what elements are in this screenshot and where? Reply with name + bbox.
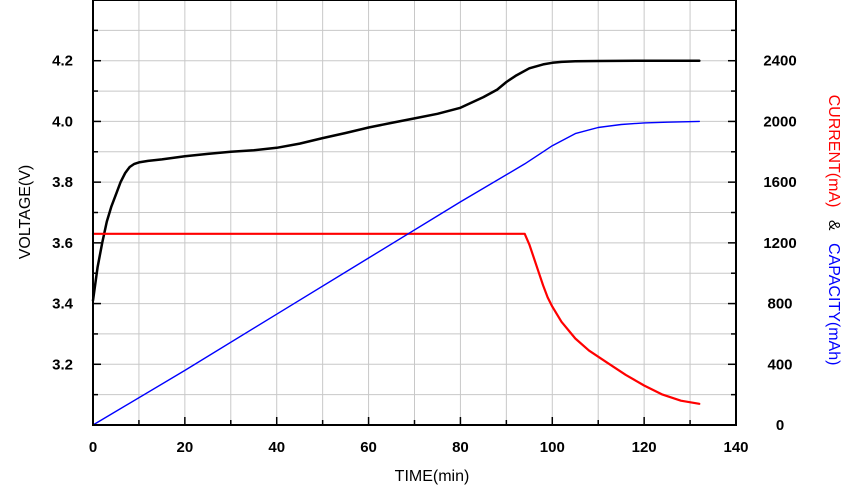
y-right-tick-label: 400 — [767, 356, 792, 373]
tick-marks — [93, 29, 736, 425]
y-right-title-capacity: CAPACITY(mAh) — [825, 243, 842, 365]
y-right-axis-title: CURRENT(mA) & CAPACITY(mAh) — [825, 95, 842, 366]
y-right-tick-label: 1200 — [763, 235, 796, 252]
svg-text:CURRENT(mA) & CAPA: CURRENT(mA) & CAPACITY(mAh) — [825, 95, 842, 366]
y-left-tick-label: 4.0 — [52, 113, 73, 130]
voltage-line — [91, 59, 701, 302]
grid-lines — [93, 0, 736, 425]
y-left-tick-label: 3.8 — [52, 174, 73, 191]
y-left-tick-label: 3.4 — [52, 296, 74, 313]
y-right-tick-label: 800 — [767, 296, 792, 313]
y-left-tick-label: 3.6 — [52, 235, 73, 252]
x-tick-label: 100 — [540, 439, 565, 456]
y-right-title-separator: & — [825, 220, 842, 231]
y-right-title-current: CURRENT(mA) — [825, 95, 842, 208]
x-tick-label: 80 — [452, 439, 469, 456]
y-left-tick-label: 3.2 — [52, 356, 73, 373]
current-line — [91, 232, 701, 405]
y-right-tick-label: 2000 — [763, 113, 796, 130]
x-tick-label: 60 — [360, 439, 377, 456]
y-right-tick-label: 1600 — [763, 174, 796, 191]
y-left-axis-title: VOLTAGE(V) — [17, 165, 34, 260]
x-axis-title: TIME(min) — [395, 468, 470, 485]
x-tick-label: 0 — [89, 439, 97, 456]
x-tick-label: 120 — [632, 439, 657, 456]
y-right-tick-label: 0 — [776, 417, 784, 434]
y-right-tick-label: 2400 — [763, 53, 796, 70]
capacity-line — [92, 120, 700, 426]
x-tick-label: 40 — [268, 439, 285, 456]
tick-labels: 0 20 40 60 80 100 120 140 3.2 3.4 3.6 3.8 4.0 4.2 0 400… — [52, 53, 797, 456]
y-left-tick-label: 4.2 — [52, 53, 73, 70]
x-tick-label: 140 — [723, 439, 748, 456]
x-tick-label: 20 — [177, 439, 194, 456]
series-lines — [91, 59, 701, 426]
